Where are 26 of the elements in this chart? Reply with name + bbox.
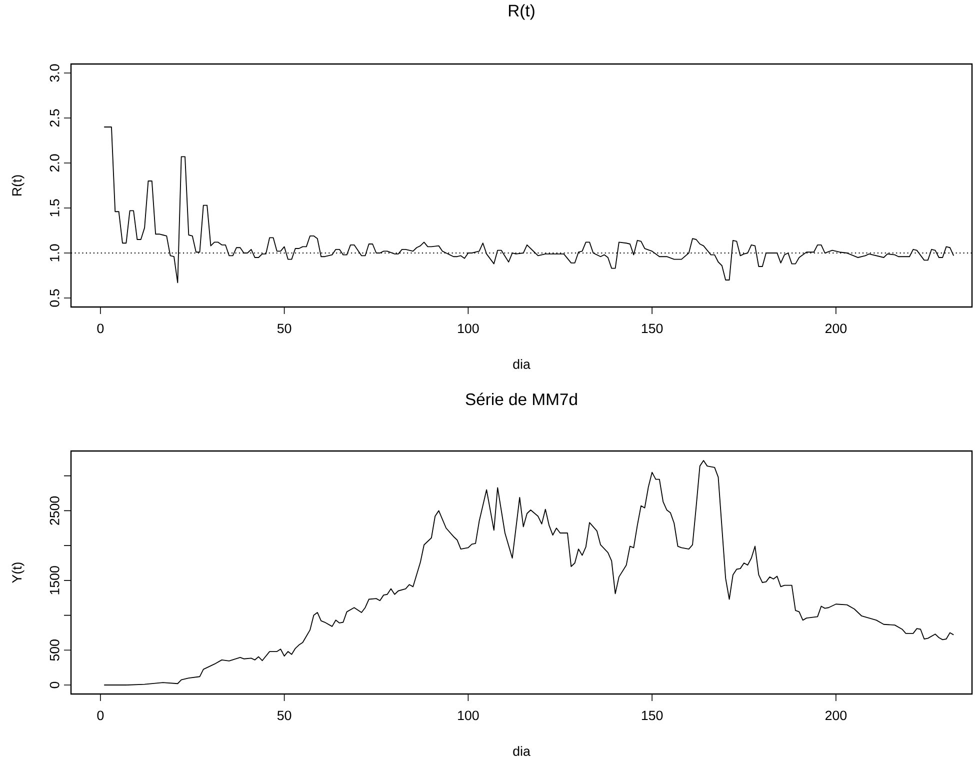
x-tick-label: 100: [458, 324, 479, 334]
y-axis-title: R(t): [12, 175, 24, 196]
y-axis-title: Y(t): [12, 562, 24, 583]
y-tick-label: 1500: [50, 566, 60, 594]
x-tick-label: 100: [458, 710, 479, 720]
chart-title: Série de MM7d: [466, 392, 577, 406]
x-tick-label: 200: [825, 324, 847, 334]
y-tick-label: 500: [50, 640, 60, 661]
chart-title: R(t): [508, 4, 534, 20]
y-tick-label: 1.5: [50, 199, 60, 216]
x-tick-label: 150: [642, 324, 663, 334]
y-tick-label: 0.5: [50, 289, 60, 307]
y-tick-label: 3.0: [50, 64, 60, 82]
x-tick-label: 50: [277, 324, 292, 334]
x-tick-label: 50: [277, 710, 292, 720]
y-tick-label: 2.5: [50, 109, 60, 127]
x-axis-title: dia: [513, 359, 530, 369]
x-tick-label: 150: [642, 710, 663, 720]
x-tick-label: 200: [825, 710, 847, 720]
y-tick-label: 2.0: [50, 154, 60, 172]
y-tick-label: 0: [50, 682, 60, 688]
x-tick-label: 0: [97, 324, 104, 334]
x-axis-title: dia: [513, 746, 530, 756]
y-tick-label: 2500: [50, 496, 60, 525]
y-tick-label: 1.0: [50, 244, 60, 262]
x-tick-label: 0: [97, 710, 104, 720]
